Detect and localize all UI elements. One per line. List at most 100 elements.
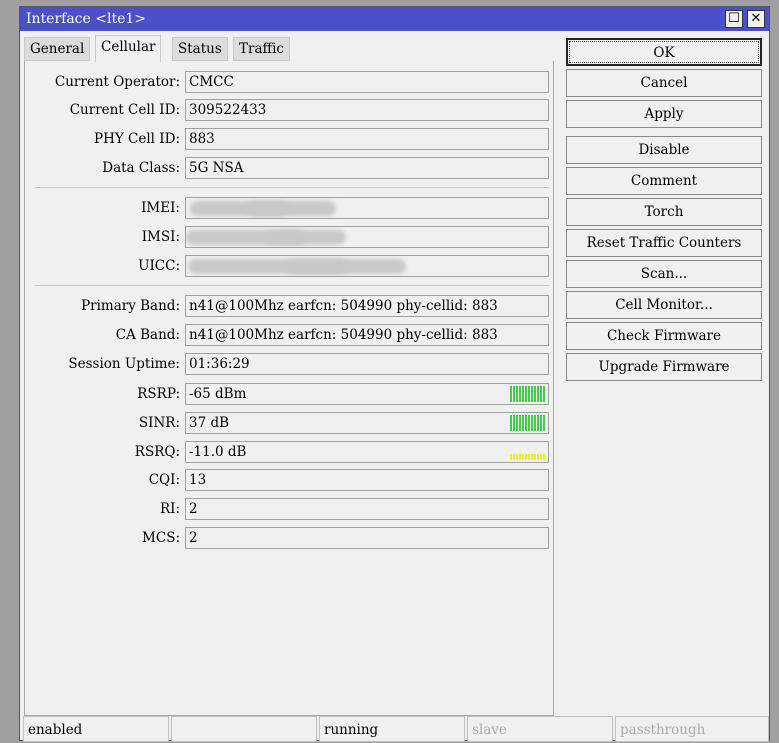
cqi-value: 13: [189, 472, 207, 488]
signal-bar: [522, 454, 524, 460]
signal-bar: [525, 415, 527, 431]
mcs-field[interactable]: 2: [185, 527, 549, 549]
maximize-icon[interactable]: ☐: [725, 10, 743, 28]
mcs-value: 2: [189, 530, 198, 546]
signal-bar: [534, 454, 536, 460]
signal-bar: [516, 415, 518, 431]
upgrade-firmware-button[interactable]: Upgrade Firmware: [566, 353, 762, 381]
ok-button[interactable]: OK: [566, 38, 762, 66]
check-firmware-button[interactable]: Check Firmware: [566, 322, 762, 350]
signal-bar: [528, 386, 530, 402]
signal-bar: [540, 386, 542, 402]
operator-label: Current Operator:: [54, 74, 180, 90]
signal-bar: [534, 386, 536, 402]
ca-band-value: n41@100Mhz earfcn: 504990 phy-cellid: 88…: [189, 327, 498, 343]
ri-label: RI:: [159, 501, 180, 517]
imsi-field[interactable]: [185, 226, 549, 248]
rsrq-label: RSRQ:: [134, 444, 180, 460]
imei-label: IMEI:: [141, 200, 180, 216]
cqi-field[interactable]: 13: [185, 469, 549, 491]
apply-button[interactable]: Apply: [566, 100, 762, 128]
sinr-value: 37 dB: [189, 415, 230, 431]
window-title: Interface <lte1>: [26, 11, 147, 27]
signal-bar: [522, 386, 524, 402]
tab-traffic[interactable]: Traffic: [233, 37, 290, 61]
primary-band-label: Primary Band:: [81, 298, 180, 314]
data-class-value: 5G NSA: [189, 160, 244, 176]
uicc-label: UICC:: [138, 258, 180, 274]
signal-bar: [534, 415, 536, 431]
uicc-field[interactable]: [185, 255, 549, 277]
tab-status[interactable]: Status: [172, 37, 228, 61]
rsrq-value: -11.0 dB: [189, 444, 247, 460]
primary-band-value: n41@100Mhz earfcn: 504990 phy-cellid: 88…: [189, 298, 498, 314]
signal-bar: [513, 454, 515, 460]
signal-meter: [510, 444, 545, 460]
signal-bar: [519, 454, 521, 460]
signal-bar: [540, 415, 542, 431]
divider: [35, 285, 549, 286]
signal-bar: [513, 386, 515, 402]
ca-band-field[interactable]: n41@100Mhz earfcn: 504990 phy-cellid: 88…: [185, 324, 549, 346]
signal-bar: [510, 386, 512, 402]
primary-band-field[interactable]: n41@100Mhz earfcn: 504990 phy-cellid: 88…: [185, 295, 549, 317]
uptime-label: Session Uptime:: [68, 356, 180, 372]
data-class-field[interactable]: 5G NSA: [185, 157, 549, 179]
cell-id-field[interactable]: 309522433: [185, 99, 549, 121]
signal-bar: [543, 454, 545, 460]
data-class-label: Data Class:: [102, 160, 180, 176]
imsi-label: IMSI:: [141, 229, 180, 245]
signal-bar: [531, 454, 533, 460]
rsrp-field[interactable]: -65 dBm: [185, 383, 549, 405]
signal-bar: [516, 454, 518, 460]
signal-bar: [522, 415, 524, 431]
signal-bar: [528, 415, 530, 431]
ri-field[interactable]: 2: [185, 498, 549, 520]
signal-bar: [525, 454, 527, 460]
status-segment: passthrough: [615, 716, 769, 742]
torch-button[interactable]: Torch: [566, 198, 762, 226]
close-icon[interactable]: ✕: [747, 10, 765, 28]
operator-field[interactable]: CMCC: [185, 71, 549, 93]
reset-traffic-counters-button[interactable]: Reset Traffic Counters: [566, 229, 762, 257]
status-segment: [171, 716, 317, 742]
uptime-value: 01:36:29: [189, 356, 250, 372]
rsrq-field[interactable]: -11.0 dB: [185, 441, 549, 463]
interface-window: Interface <lte1> ☐ ✕ General Cellular St…: [19, 6, 770, 742]
uptime-field[interactable]: 01:36:29: [185, 353, 549, 375]
signal-bar: [510, 454, 512, 460]
title-bar[interactable]: Interface <lte1>: [20, 7, 769, 31]
signal-bar: [510, 415, 512, 431]
redaction-blur: [246, 201, 336, 216]
redaction-blur: [266, 230, 346, 245]
signal-bar: [519, 386, 521, 402]
signal-meter: [510, 415, 545, 431]
sinr-field[interactable]: 37 dB: [185, 412, 549, 434]
cell-monitor-button[interactable]: Cell Monitor...: [566, 291, 762, 319]
ca-band-label: CA Band:: [115, 327, 180, 343]
redaction-blur: [286, 259, 406, 274]
tab-general[interactable]: General: [24, 37, 91, 61]
disable-button[interactable]: Disable: [566, 136, 762, 164]
signal-bar: [525, 386, 527, 402]
cell-id-value: 309522433: [189, 102, 267, 118]
rsrp-value: -65 dBm: [189, 386, 247, 402]
operator-value: CMCC: [189, 74, 234, 90]
imei-field[interactable]: [185, 197, 549, 219]
signal-bar: [531, 386, 533, 402]
signal-bar: [540, 454, 542, 460]
signal-bar: [516, 386, 518, 402]
comment-button[interactable]: Comment: [566, 167, 762, 195]
scan-button[interactable]: Scan...: [566, 260, 762, 288]
cell-id-label: Current Cell ID:: [69, 102, 180, 118]
rsrp-label: RSRP:: [137, 386, 180, 402]
phy-cell-id-field[interactable]: 883: [185, 128, 549, 150]
status-segment: running: [319, 716, 465, 742]
cellular-panel: Current Operator: CMCC Current Cell ID: 309…: [24, 61, 554, 716]
divider: [35, 187, 549, 188]
tab-cellular[interactable]: Cellular: [95, 35, 162, 62]
signal-bar: [537, 415, 539, 431]
cancel-button[interactable]: Cancel: [566, 69, 762, 97]
signal-bar: [531, 415, 533, 431]
status-segment: enabled: [23, 716, 169, 742]
